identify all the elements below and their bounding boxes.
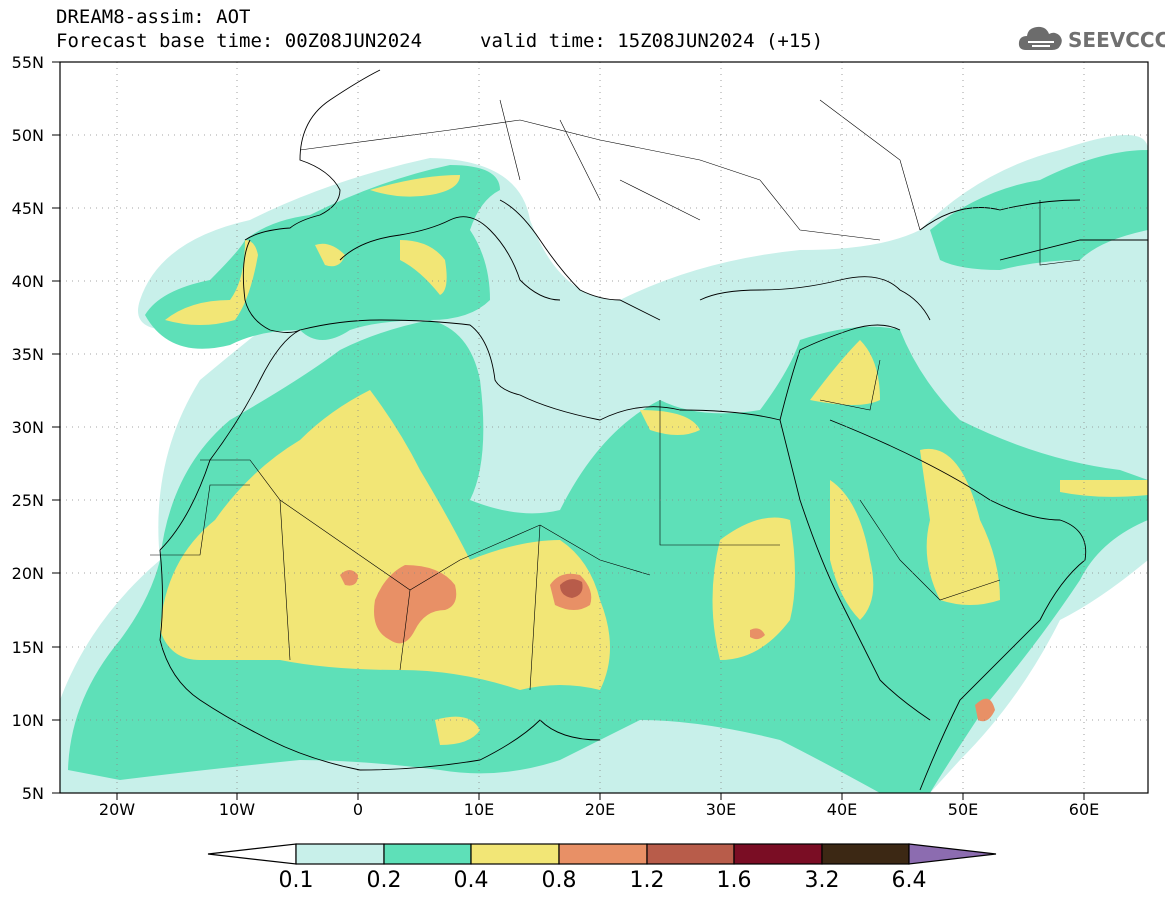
colorbar-label: 0.1: [278, 868, 314, 893]
coastlines: [159, 69, 1148, 791]
lon-label: 60E: [1068, 800, 1100, 819]
valid-time: valid time: 15Z08JUN2024 (+15): [480, 30, 824, 52]
colorbar-over-arrow: [908, 843, 997, 865]
colorbar-swatch: [470, 843, 560, 865]
lat-label: 50N: [11, 126, 44, 145]
colorbar-label: 1.6: [716, 868, 752, 893]
seevccc-logo: SEEVCCC: [1016, 22, 1165, 58]
lat-label: 45N: [11, 199, 44, 218]
colorbar-label: 0.2: [366, 868, 402, 893]
lon-label: 30E: [705, 800, 737, 819]
colorbar-swatch: [733, 843, 823, 865]
colorbar-under-arrow: [207, 843, 297, 865]
lon-label: 50E: [947, 800, 979, 819]
cloud-icon: [1018, 26, 1062, 50]
colorbar-swatch: [821, 843, 910, 865]
lon-label: 10W: [218, 800, 256, 819]
lon-label: 20E: [584, 800, 616, 819]
lat-label: 35N: [11, 345, 44, 364]
lon-label: 10E: [463, 800, 495, 819]
product-title: DREAM8-assim: AOT: [56, 6, 251, 28]
lon-label: 0: [352, 800, 364, 819]
colorbar-swatch: [646, 843, 735, 865]
colorbar-swatch: [383, 843, 472, 865]
lat-label: 10N: [11, 711, 44, 730]
colorbar-swatch: [295, 843, 385, 865]
colorbar-label: 0.8: [541, 868, 577, 893]
country-borders: [150, 99, 1081, 691]
lat-label: 40N: [11, 272, 44, 291]
lat-label: 15N: [11, 638, 44, 657]
colorbar-swatch: [558, 843, 648, 865]
colorbar-label: 3.2: [804, 868, 840, 893]
aot-field-0.4: [160, 175, 1148, 745]
gridlines: [60, 62, 1148, 793]
forecast-base-time: Forecast base time: 00Z08JUN2024: [56, 30, 423, 52]
aot-field-1.2: [560, 579, 583, 598]
lon-label: 40E: [826, 800, 858, 819]
axis-ticks: [52, 61, 1085, 800]
colorbar-label: 0.4: [453, 868, 489, 893]
lat-label: 25N: [11, 491, 44, 510]
lat-label: 5N: [21, 784, 44, 803]
colorbar: [207, 843, 997, 865]
lat-label: 20N: [11, 564, 44, 583]
colorbar-label: 1.2: [629, 868, 665, 893]
lat-label: 30N: [11, 418, 44, 437]
lon-label: 20W: [98, 800, 136, 819]
lat-label: 55N: [11, 53, 44, 72]
colorbar-label: 6.4: [891, 868, 927, 893]
logo-text: SEEVCCC: [1068, 28, 1165, 52]
